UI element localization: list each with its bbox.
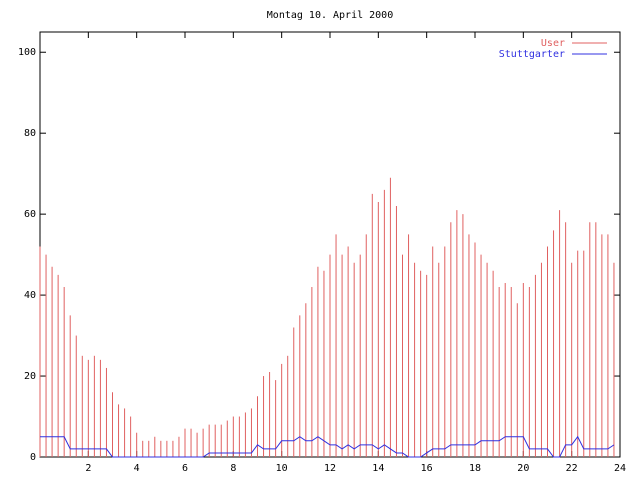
x-tick-label: 20 [517, 463, 529, 474]
y-tick-label: 0 [30, 452, 36, 463]
x-tick-label: 22 [566, 463, 578, 474]
series-line [40, 435, 615, 458]
x-tick-label: 12 [324, 463, 336, 474]
legend-label: Stuttgarter [499, 49, 565, 60]
x-tick-label: 4 [134, 463, 140, 474]
y-tick-label: 40 [24, 290, 36, 301]
x-tick-label: 14 [372, 463, 384, 474]
x-tick-label: 8 [230, 463, 236, 474]
chart-title: Montag 10. April 2000 [267, 10, 393, 21]
x-tick-label: 18 [469, 463, 481, 474]
x-tick-label: 10 [276, 463, 288, 474]
legend-label: User [541, 38, 565, 49]
x-tick-label: 2 [85, 463, 91, 474]
x-tick-label: 24 [614, 463, 626, 474]
x-tick-label: 6 [182, 463, 188, 474]
y-tick-label: 20 [24, 371, 36, 382]
y-tick-label: 80 [24, 128, 36, 139]
y-tick-label: 100 [18, 47, 36, 58]
y-tick-label: 60 [24, 209, 36, 220]
x-tick-label: 16 [421, 463, 433, 474]
